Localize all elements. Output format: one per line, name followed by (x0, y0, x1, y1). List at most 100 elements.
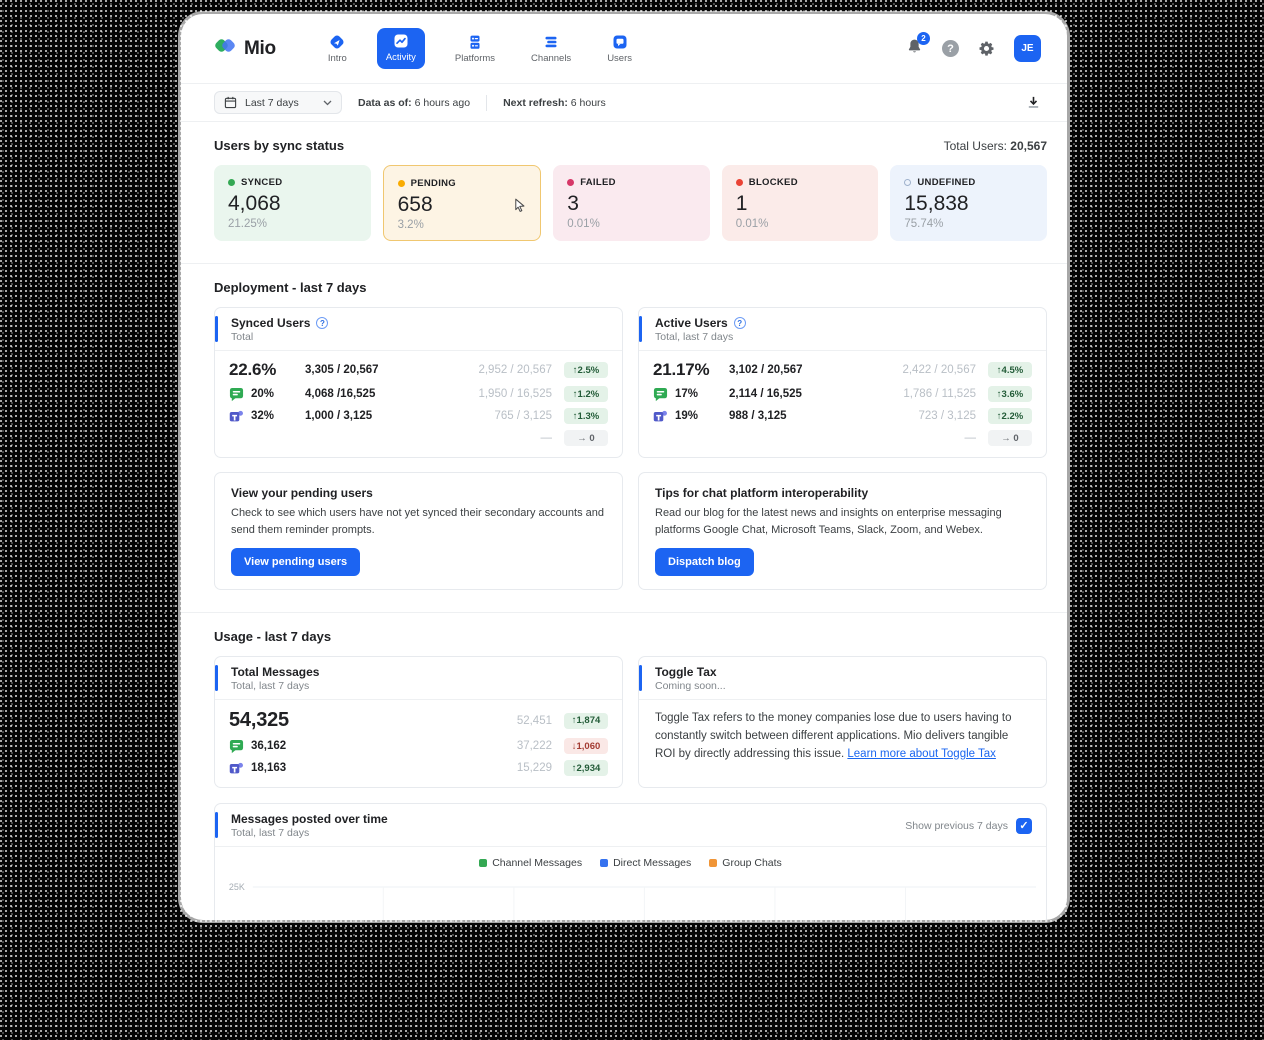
settings-gear-icon[interactable] (978, 40, 995, 57)
download-icon[interactable] (1026, 95, 1041, 110)
stat-row: 18,163 15,229 ↑2,934 (229, 757, 608, 779)
help-icon[interactable]: ? (316, 317, 329, 329)
row-prev-value: 765 / 3,125 (494, 410, 552, 422)
row-prev-value: 2,422 / 20,567 (902, 364, 976, 376)
stat-row: 20% 4,068 /16,525 1,950 / 16,525 ↑1.2% (229, 383, 608, 405)
nav-item-users[interactable]: Users (601, 29, 638, 69)
promo-body: Read our blog for the latest news and in… (655, 507, 1002, 536)
row-prev-value: 52,451 (516, 714, 552, 727)
row-value: 36,162 (251, 740, 287, 752)
section-title-deployment: Deployment - last 7 days (214, 280, 367, 295)
delta-badge: ↑1.2% (564, 386, 608, 402)
microsoft-teams-icon (229, 761, 244, 776)
legend-label: Direct Messages (613, 857, 692, 869)
toggle-tax-card: Toggle Tax Coming soon... Toggle Tax ref… (638, 656, 1047, 788)
view-pending-users-button[interactable]: View pending users (231, 548, 361, 576)
google-chat-icon (229, 387, 244, 402)
status-dot-undefined (904, 179, 912, 186)
nav-item-intro[interactable]: Intro (322, 29, 353, 69)
stat-row: 19% 988 / 3,125 723 / 3,125 ↑2.2% (653, 405, 1032, 427)
status-card-blocked[interactable]: BLOCKED 1 0.01% (721, 165, 879, 241)
chart-area: 25K20K15K10K (215, 871, 1046, 920)
status-card-undefined[interactable]: UNDEFINED 15,838 75.74% (890, 165, 1047, 241)
nav-label: Channels (531, 53, 572, 64)
platforms-icon (467, 34, 483, 50)
card-title: Toggle Tax (655, 665, 717, 679)
google-chat-icon (653, 387, 668, 402)
stat-row: 21.17% 3,102 / 20,567 2,422 / 20,567 ↑4.… (653, 357, 1032, 383)
stat-row: — → 0 (229, 427, 608, 449)
microsoft-teams-icon (229, 409, 244, 424)
nav-item-activity[interactable]: Activity (376, 28, 425, 69)
nav-label: Users (607, 53, 632, 64)
app-window: Mio Intro Activity Platforms (181, 14, 1067, 920)
user-avatar[interactable]: JE (1014, 35, 1041, 62)
card-title: Synced Users (231, 316, 311, 330)
nav-item-platforms[interactable]: Platforms (449, 29, 501, 69)
delta-badge: ↑2.2% (988, 408, 1032, 424)
active-users-card: Active Users? Total, last 7 days 21.17% … (638, 307, 1047, 458)
status-label: SYNCED (241, 177, 283, 188)
row-percent: 19% (675, 410, 699, 422)
status-pct: 75.74% (904, 218, 944, 230)
row-prev-value: 723 / 3,125 (918, 410, 976, 422)
stat-row: 36,162 37,222 ↓1,060 (229, 735, 608, 757)
card-subtitle: Coming soon... (655, 680, 726, 692)
status-label: UNDEFINED (917, 177, 976, 188)
row-prev-value: 37,222 (516, 740, 552, 752)
toggle-tax-link[interactable]: Learn more about Toggle Tax (847, 747, 996, 760)
help-icon[interactable]: ? (733, 317, 746, 329)
status-card-row: SYNCED 4,068 21.25% PENDING 658 3.2% FAI… (214, 165, 1047, 241)
promo-title: Tips for chat platform interoperability (655, 486, 869, 500)
svg-text:25K: 25K (229, 882, 245, 892)
channels-icon (543, 34, 559, 50)
row-prev-value: — (540, 432, 553, 444)
row-percent: 32% (251, 410, 275, 422)
status-value: 3 (567, 192, 579, 215)
status-pct: 3.2% (397, 219, 424, 231)
legend-swatch (709, 859, 718, 867)
notifications-button[interactable]: 2 (906, 31, 930, 60)
legend-item-group-chats: Group Chats (709, 857, 782, 869)
legend-label: Group Chats (722, 857, 782, 869)
stat-row: 17% 2,114 / 16,525 1,786 / 11,525 ↑3.6% (653, 383, 1032, 405)
show-previous-checkbox[interactable] (1016, 817, 1032, 834)
status-label: PENDING (410, 178, 456, 189)
notification-count-badge: 2 (917, 31, 930, 45)
dispatch-blog-button[interactable]: Dispatch blog (655, 548, 754, 576)
stat-row: 32% 1,000 / 3,125 765 / 3,125 ↑1.3% (229, 405, 608, 427)
row-value: 2,114 / 16,525 (729, 388, 802, 400)
legend-item-direct-messages: Direct Messages (600, 857, 691, 869)
mio-logo[interactable]: Mio (214, 36, 276, 61)
row-percent: 17% (675, 388, 699, 400)
help-button[interactable]: ? (942, 40, 959, 57)
total-users-label: Total Users: (943, 138, 1011, 153)
delta-badge: ↑4.5% (988, 362, 1032, 378)
status-dot-pending (397, 180, 405, 187)
date-range-value: Last 7 days (245, 96, 299, 109)
microsoft-teams-icon (653, 409, 668, 424)
legend-swatch (479, 859, 488, 867)
nav-label: Platforms (454, 53, 496, 64)
stat-row: — → 0 (653, 427, 1032, 449)
next-refresh-label: Next refresh: (503, 96, 568, 109)
row-prev-value: 1,950 / 16,525 (478, 388, 552, 400)
status-label: BLOCKED (748, 177, 798, 188)
deployment-section: Deployment - last 7 days Synced Users? T… (181, 263, 1067, 612)
date-range-select[interactable]: Last 7 days (214, 91, 342, 114)
nav-item-channels[interactable]: Channels (525, 29, 577, 69)
status-dot-blocked (735, 179, 743, 186)
row-prev-value: 2,952 / 20,567 (478, 364, 552, 376)
stat-row: 22.6% 3,305 / 20,567 2,952 / 20,567 ↑2.5… (229, 357, 608, 383)
main-nav: Intro Activity Platforms Channels (322, 28, 638, 69)
row-percent: 20% (251, 388, 275, 400)
row-value: 3,102 / 20,567 (729, 364, 803, 376)
status-card-failed[interactable]: FAILED 3 0.01% (553, 165, 710, 241)
row-value: 1,000 / 3,125 (305, 410, 373, 422)
status-card-synced[interactable]: SYNCED 4,068 21.25% (214, 165, 371, 241)
blog-promo-card: Tips for chat platform interoperability … (638, 472, 1047, 590)
divider (486, 94, 488, 111)
status-card-pending[interactable]: PENDING 658 3.2% (382, 165, 542, 241)
total-users: Total Users: 20,567 (944, 139, 1047, 153)
stat-row: 54,325 52,451 ↑1,874 (229, 706, 608, 735)
